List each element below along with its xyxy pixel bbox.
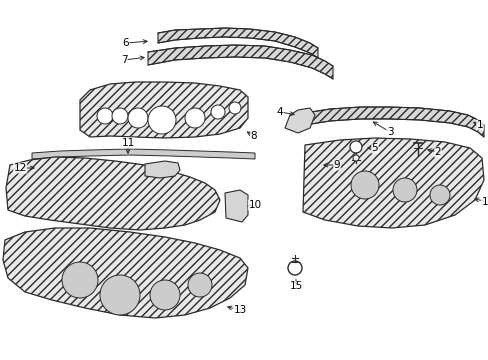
Polygon shape [145, 161, 180, 178]
Circle shape [350, 171, 378, 199]
Polygon shape [305, 107, 483, 137]
Circle shape [352, 155, 358, 161]
Polygon shape [158, 28, 317, 58]
Text: 11: 11 [121, 138, 134, 148]
Circle shape [112, 108, 128, 124]
Circle shape [148, 106, 176, 134]
Circle shape [150, 280, 180, 310]
Text: 7: 7 [121, 55, 127, 65]
Text: 2: 2 [434, 147, 440, 157]
Text: 6: 6 [122, 38, 129, 48]
Circle shape [287, 261, 302, 275]
Text: 10: 10 [248, 200, 261, 210]
Circle shape [128, 108, 148, 128]
Circle shape [228, 102, 241, 114]
Text: 3: 3 [386, 127, 392, 137]
Text: 8: 8 [250, 131, 257, 141]
Text: 12: 12 [13, 163, 26, 173]
Polygon shape [80, 82, 247, 138]
Polygon shape [303, 138, 483, 228]
Circle shape [97, 108, 113, 124]
Polygon shape [3, 228, 247, 318]
Circle shape [187, 273, 212, 297]
Text: 4: 4 [276, 107, 283, 117]
Circle shape [184, 108, 204, 128]
Text: 5: 5 [371, 143, 378, 153]
Text: 15: 15 [289, 281, 302, 291]
Text: 14: 14 [480, 197, 488, 207]
Circle shape [62, 262, 98, 298]
Text: 1: 1 [476, 120, 482, 130]
Polygon shape [285, 108, 314, 133]
Circle shape [349, 141, 361, 153]
Polygon shape [224, 190, 247, 222]
Circle shape [210, 105, 224, 119]
Polygon shape [148, 45, 332, 79]
Polygon shape [32, 149, 254, 159]
Circle shape [100, 275, 140, 315]
Circle shape [429, 185, 449, 205]
Text: 9: 9 [333, 160, 340, 170]
Text: 13: 13 [233, 305, 246, 315]
Polygon shape [6, 157, 220, 230]
Circle shape [392, 178, 416, 202]
